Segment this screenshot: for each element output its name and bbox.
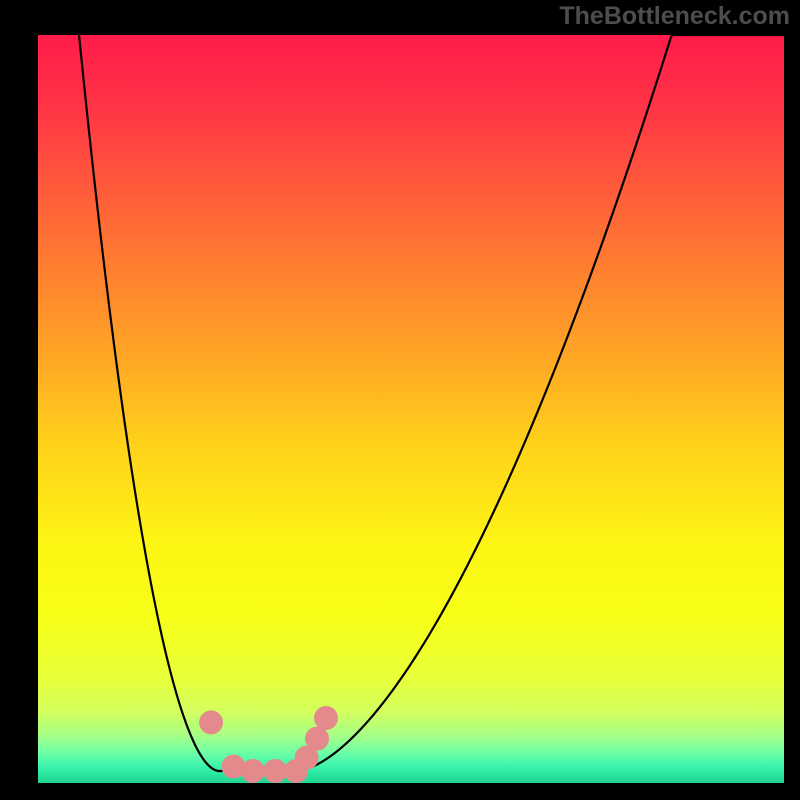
marker-dot <box>305 727 329 751</box>
marker-dot <box>314 706 338 730</box>
watermark-text: TheBottleneck.com <box>559 2 790 31</box>
marker-dot <box>263 759 287 783</box>
marker-dot <box>241 759 265 783</box>
gradient-bg <box>38 35 784 783</box>
bottleneck-chart <box>0 0 800 800</box>
marker-dot <box>199 710 223 734</box>
